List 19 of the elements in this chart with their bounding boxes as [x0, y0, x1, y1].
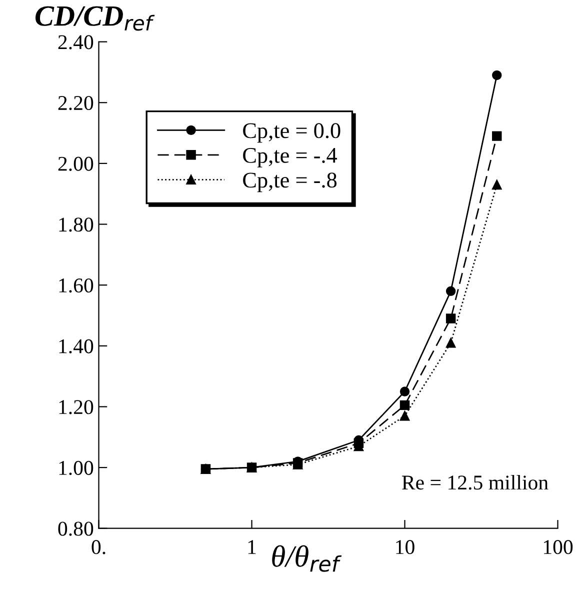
y-tick-label: 1.40: [59, 339, 94, 354]
y-tick-label: 1.80: [59, 218, 94, 232]
x-tick-label: 10: [396, 540, 414, 554]
y-tick-label: 0.80: [58, 522, 94, 536]
x-tick-label: 1: [248, 540, 256, 554]
legend-label: Cp,te = -.4: [243, 148, 338, 168]
y-tick-label: 2.00: [58, 156, 94, 171]
y-tick-label: 2.40: [58, 35, 94, 50]
y-axis-title: CD/CD$_{ref}$: [36, 6, 155, 31]
legend-label: Cp,te = 0.0: [243, 123, 340, 143]
x-axis-title: θ/θ$_{ref}$: [272, 545, 342, 572]
x-tick-label: 100: [544, 540, 573, 554]
annotation: Re = 12.5 million: [402, 474, 548, 490]
y-tick-label: 1.00: [59, 460, 94, 476]
y-tick-label: 1.20: [59, 400, 94, 414]
y-tick-label: 2.20: [58, 96, 94, 110]
y-tick-label: 1.60: [59, 278, 94, 293]
legend-label: Cp,te = -.8: [243, 172, 337, 192]
x-tick-label: 0.: [92, 540, 106, 554]
